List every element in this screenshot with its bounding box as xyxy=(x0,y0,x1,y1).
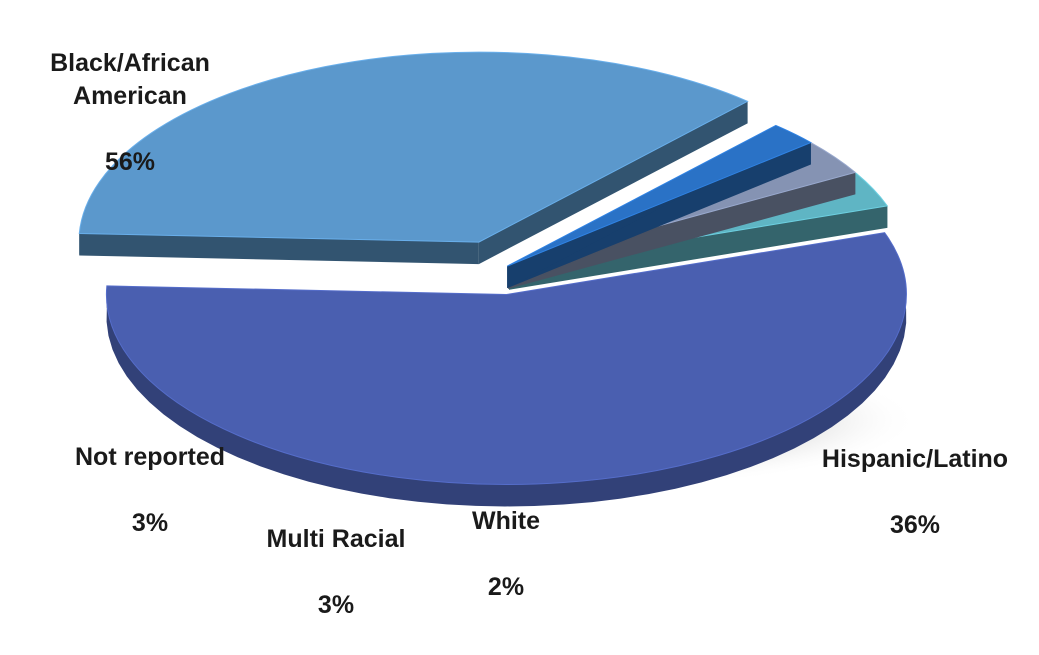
slice-label-hispanic-latino: Hispanic/Latino 36% xyxy=(821,445,1009,539)
pie-slice-hispanic-latino xyxy=(78,51,749,265)
slice-label-multi-racial: Multi Racial 3% xyxy=(266,525,406,619)
pie-slice-white xyxy=(506,124,813,289)
pie-slice-black-african-american xyxy=(105,232,907,507)
pie-slice-cut-face xyxy=(79,233,479,265)
pie-slice-top xyxy=(78,51,749,243)
pie-slice-top xyxy=(506,124,813,267)
pie-slice-cut-face xyxy=(509,205,888,290)
pie-slices xyxy=(78,51,907,507)
slice-label-black-african-american: Black/African American 56% xyxy=(50,49,210,176)
slice-label-white: White 2% xyxy=(471,507,541,601)
pie-slice-cut-face xyxy=(507,142,811,289)
pie-chart xyxy=(78,51,920,507)
pie-slice-top xyxy=(105,232,907,485)
pie-slice-cut-face xyxy=(508,172,856,289)
pie-slice-cut-face xyxy=(478,101,748,265)
slice-label-not-reported: Not reported 3% xyxy=(75,443,225,537)
